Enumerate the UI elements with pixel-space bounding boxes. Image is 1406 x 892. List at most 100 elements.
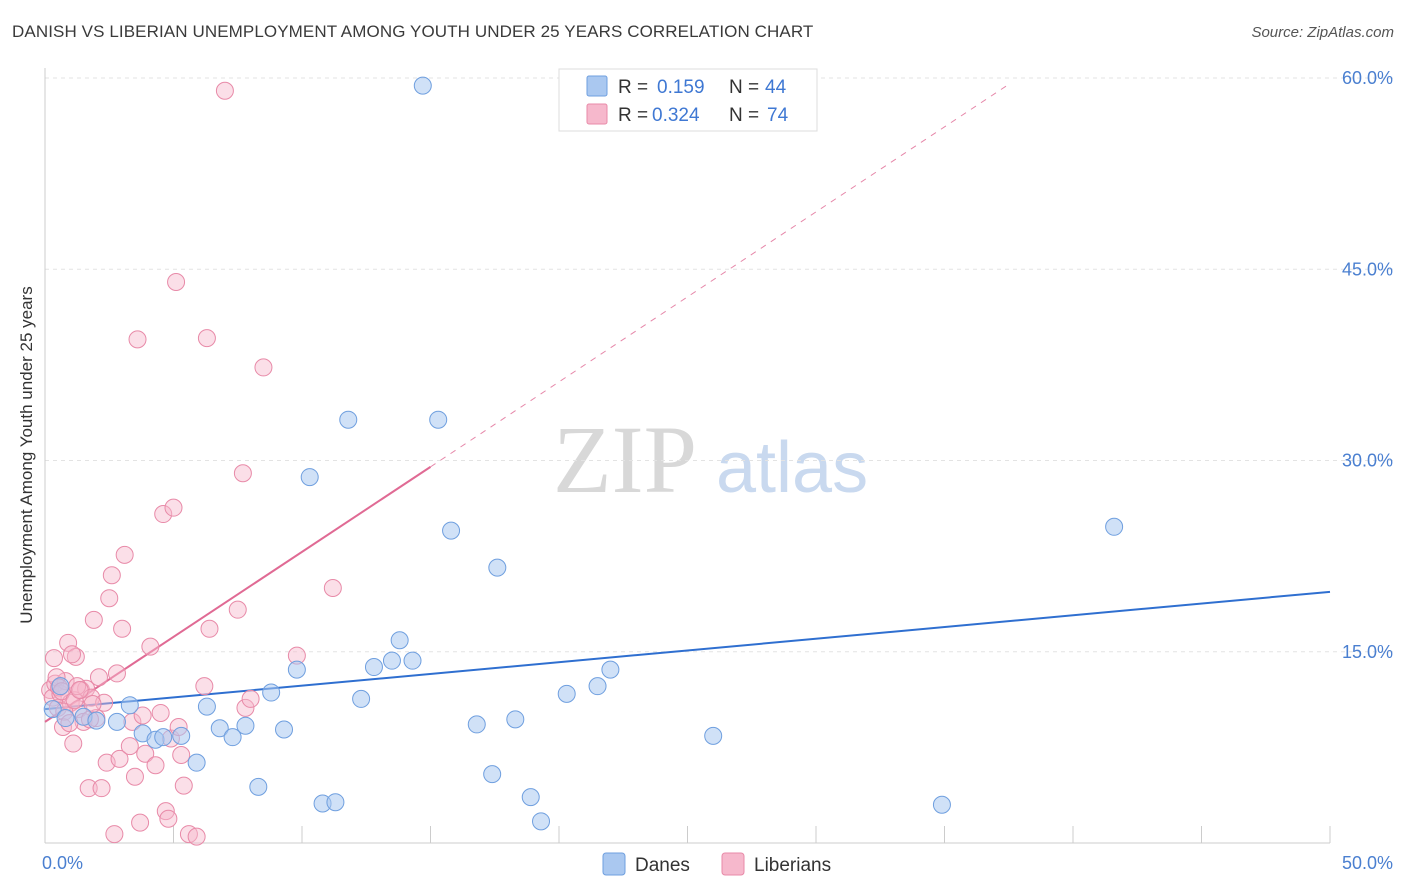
series-legend: Danes Liberians (602, 852, 831, 876)
liberians-point (89, 668, 108, 687)
liberians-point (65, 691, 84, 710)
danes-point (236, 716, 255, 735)
danes-point (154, 728, 173, 747)
liberians-point (174, 776, 193, 795)
danes-n-label: N = (729, 77, 759, 98)
legend-danes-label: Danes (635, 855, 690, 876)
liberians-point (254, 358, 273, 377)
liberians-trend-line (44, 466, 432, 723)
danes-point (56, 709, 75, 728)
danes-point (532, 812, 551, 831)
liberians-point (323, 579, 342, 597)
danes-point (442, 521, 461, 540)
y-axis-title: Unemployment Among Youth under 25 years (17, 286, 36, 623)
stats-legend: R = 0.159 N = 44 R = 0.324 N = 74 (558, 68, 818, 132)
legend-danes-swatch (602, 852, 626, 876)
liberians-point (59, 633, 78, 652)
danes-point (300, 468, 319, 487)
tick-labels: 15.0% 30.0% 45.0% 60.0% 0.0% 50.0% (42, 68, 1393, 873)
danes-point (429, 410, 448, 429)
danes-point (120, 696, 139, 715)
danes-point (197, 697, 216, 716)
y-tick-label: 60.0% (1342, 68, 1393, 88)
axes (44, 68, 1331, 844)
legend-liberians-swatch (721, 852, 745, 876)
liberians-point (62, 645, 81, 664)
liberians-point (92, 779, 111, 798)
liberians-point (125, 767, 144, 786)
liberians-point (187, 827, 206, 846)
y-tick-label: 45.0% (1342, 259, 1393, 279)
liberians-swatch (586, 103, 608, 125)
liberians-point (128, 330, 147, 349)
liberians-point (215, 81, 234, 100)
liberians-point (64, 734, 83, 753)
danes-point (413, 76, 432, 95)
liberians-point (154, 505, 173, 524)
source-credit: Source: ZipAtlas.com (1251, 24, 1394, 41)
liberians-point (195, 677, 214, 696)
liberians-point (107, 664, 126, 683)
danes-point (467, 715, 486, 734)
danes-point (364, 658, 383, 677)
danes-swatch (586, 75, 608, 97)
danes-point (262, 683, 281, 702)
liberians-r-value: 0.324 (652, 105, 700, 126)
liberians-point (70, 681, 89, 699)
liberians-point (200, 619, 219, 638)
liberians-point (115, 545, 134, 564)
danes-n-value: 44 (765, 77, 787, 98)
liberians-point (233, 464, 252, 483)
danes-point (172, 726, 191, 745)
liberians-point (228, 600, 247, 619)
liberians-point (136, 744, 155, 763)
liberians-point (167, 273, 186, 291)
legend-liberians-label: Liberians (754, 855, 831, 876)
liberians-point (172, 746, 191, 765)
danes-point (287, 660, 306, 679)
danes-point (506, 710, 525, 729)
danes-point (43, 700, 62, 719)
danes-point (51, 677, 70, 696)
liberians-point (95, 693, 114, 712)
danes-point (557, 684, 576, 703)
liberians-point (159, 809, 178, 828)
liberians-point (133, 706, 152, 725)
danes-r-label: R = (618, 77, 648, 98)
danes-point (249, 777, 268, 796)
danes-point (483, 765, 502, 784)
x-tick-label: 0.0% (42, 853, 83, 873)
liberians-point (164, 498, 183, 517)
danes-point (339, 410, 358, 429)
liberians-point (110, 749, 129, 768)
liberians-point (241, 689, 260, 708)
danes-point (326, 793, 345, 812)
liberians-point (84, 610, 103, 629)
danes-point (390, 631, 409, 650)
danes-point (588, 677, 607, 696)
watermark-atlas: atlas (716, 428, 868, 508)
liberians-n-label: N = (729, 105, 759, 126)
danes-r-value: 0.159 (657, 77, 705, 98)
danes-point (521, 788, 540, 807)
liberians-point (100, 589, 119, 608)
danes-point (488, 558, 507, 577)
liberians-point (236, 698, 255, 717)
liberians-trend-extension (430, 83, 1010, 468)
y-tick-label: 30.0% (1342, 451, 1393, 471)
liberians-point (146, 756, 165, 775)
liberians-point (102, 566, 121, 585)
liberians-point (141, 637, 160, 656)
x-tick-label: 50.0% (1342, 853, 1393, 873)
liberians-point (131, 813, 150, 832)
liberians-point (79, 779, 98, 798)
danes-point (187, 753, 206, 772)
y-tick-label: 15.0% (1342, 642, 1393, 662)
danes-point (704, 726, 723, 745)
danes-point (352, 689, 371, 708)
danes-point (601, 660, 620, 679)
liberians-point (44, 649, 63, 668)
danes-point (932, 795, 951, 814)
danes-point (223, 728, 242, 747)
